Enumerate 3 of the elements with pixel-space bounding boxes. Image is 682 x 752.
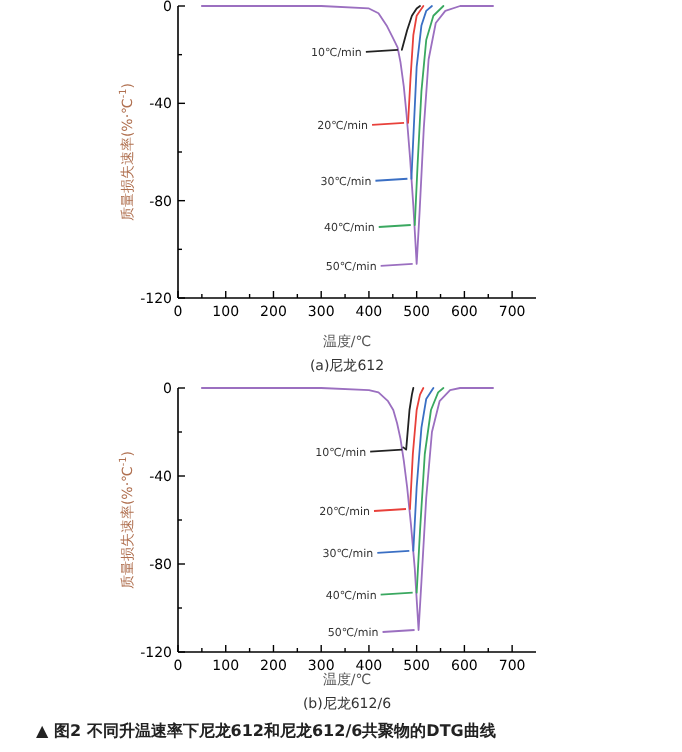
text: ▲ 图2 不同升温速率下尼龙612和尼龙612/6共聚物的DTG曲线: [36, 720, 496, 740]
line-series: [200, 387, 494, 631]
line-series: [200, 5, 494, 265]
